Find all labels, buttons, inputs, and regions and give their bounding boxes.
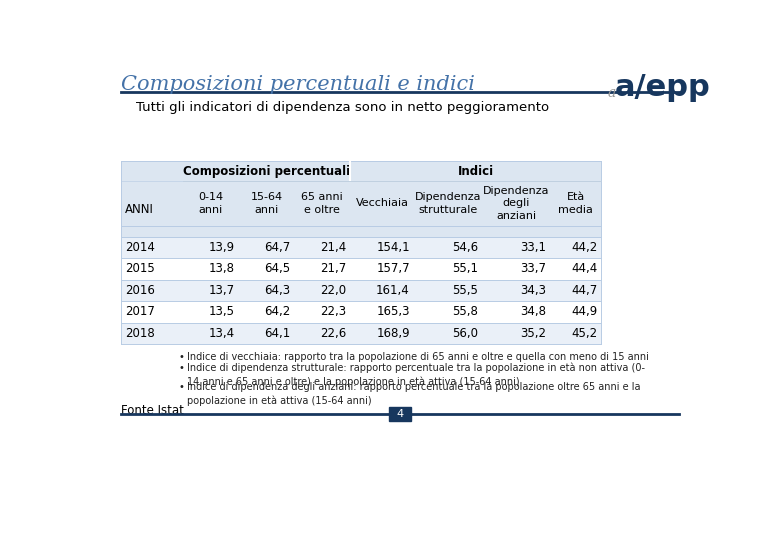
- Text: 64,5: 64,5: [264, 262, 290, 275]
- Bar: [121, 258, 601, 280]
- Bar: [121, 226, 601, 237]
- Text: 22,6: 22,6: [320, 327, 346, 340]
- Text: Tutti gli indicatori di dipendenza sono in netto peggioramento: Tutti gli indicatori di dipendenza sono …: [136, 101, 549, 114]
- Text: Indice di dipendenza degli anziani: rapporto percentuale tra la popolazione oltr: Indice di dipendenza degli anziani: rapp…: [187, 382, 641, 406]
- Text: 34,8: 34,8: [520, 306, 546, 319]
- Text: 13,9: 13,9: [208, 241, 235, 254]
- Text: 22,0: 22,0: [320, 284, 346, 297]
- Text: 34,3: 34,3: [520, 284, 546, 297]
- Bar: [121, 280, 601, 301]
- Text: 13,8: 13,8: [209, 262, 235, 275]
- Text: •: •: [179, 382, 185, 392]
- Text: 55,8: 55,8: [452, 306, 478, 319]
- Bar: [121, 301, 601, 323]
- Text: 161,4: 161,4: [376, 284, 410, 297]
- Text: 15-64
anni: 15-64 anni: [250, 192, 282, 214]
- Text: 44,4: 44,4: [571, 262, 597, 275]
- Text: Composizioni percentuali: Composizioni percentuali: [183, 165, 350, 178]
- Bar: [121, 161, 601, 345]
- Text: 64,7: 64,7: [264, 241, 290, 254]
- Text: 13,4: 13,4: [208, 327, 235, 340]
- Text: Indici: Indici: [458, 165, 494, 178]
- Text: 0-14
anni: 0-14 anni: [198, 192, 223, 214]
- Bar: [121, 161, 601, 181]
- Text: 45,2: 45,2: [571, 327, 597, 340]
- Text: 13,5: 13,5: [209, 306, 235, 319]
- Text: 22,3: 22,3: [320, 306, 346, 319]
- Text: 13,7: 13,7: [208, 284, 235, 297]
- Text: Indice di vecchiaia: rapporto tra la popolazione di 65 anni e oltre e quella con: Indice di vecchiaia: rapporto tra la pop…: [187, 352, 649, 362]
- Text: 33,1: 33,1: [520, 241, 546, 254]
- Text: 56,0: 56,0: [452, 327, 478, 340]
- Text: 35,2: 35,2: [520, 327, 546, 340]
- Text: Indice di dipendenza strutturale: rapporto percentuale tra la popolazione in età: Indice di dipendenza strutturale: rappor…: [187, 363, 645, 387]
- Text: 2015: 2015: [126, 262, 155, 275]
- Text: •: •: [179, 352, 185, 362]
- Text: 168,9: 168,9: [376, 327, 410, 340]
- Bar: [121, 181, 601, 226]
- Text: 44,9: 44,9: [571, 306, 597, 319]
- Text: 2016: 2016: [126, 284, 155, 297]
- Text: Età
media: Età media: [558, 192, 593, 214]
- Text: 2014: 2014: [126, 241, 155, 254]
- Text: 21,7: 21,7: [320, 262, 346, 275]
- Text: Composizioni percentuali e indici: Composizioni percentuali e indici: [121, 75, 474, 94]
- Text: 64,3: 64,3: [264, 284, 290, 297]
- Text: a: a: [608, 85, 615, 99]
- Text: 165,3: 165,3: [376, 306, 410, 319]
- Text: ANNI: ANNI: [126, 203, 154, 216]
- Text: 54,6: 54,6: [452, 241, 478, 254]
- Text: Vecchiaia: Vecchiaia: [356, 198, 409, 208]
- Text: Fonte Istat: Fonte Istat: [121, 404, 183, 417]
- Text: 55,1: 55,1: [452, 262, 478, 275]
- Text: Dipendenza
degli
anziani: Dipendenza degli anziani: [483, 186, 549, 221]
- Bar: [121, 237, 601, 258]
- Text: 44,7: 44,7: [571, 284, 597, 297]
- Text: 2018: 2018: [126, 327, 155, 340]
- Text: 65 anni
e oltre: 65 anni e oltre: [301, 192, 343, 214]
- Text: 154,1: 154,1: [376, 241, 410, 254]
- Text: 44,2: 44,2: [571, 241, 597, 254]
- Text: 2017: 2017: [126, 306, 155, 319]
- Text: 4: 4: [396, 409, 403, 419]
- Bar: [121, 323, 601, 345]
- Text: 64,1: 64,1: [264, 327, 290, 340]
- Bar: [389, 407, 410, 421]
- Text: 64,2: 64,2: [264, 306, 290, 319]
- Text: •: •: [179, 363, 185, 373]
- Text: 55,5: 55,5: [452, 284, 478, 297]
- Text: a/epp: a/epp: [615, 72, 711, 102]
- Text: Dipendenza
strutturale: Dipendenza strutturale: [414, 192, 481, 214]
- Text: 33,7: 33,7: [520, 262, 546, 275]
- Text: 21,4: 21,4: [320, 241, 346, 254]
- Text: 157,7: 157,7: [376, 262, 410, 275]
